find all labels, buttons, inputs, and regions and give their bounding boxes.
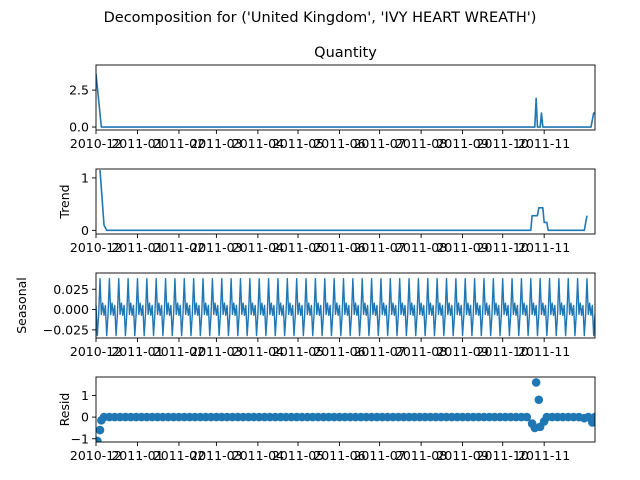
seasonal-y-axis-label: Seasonal [14,277,29,334]
resid-x-tick-label: 2011-08 [395,448,447,463]
resid-plot-area [96,378,595,442]
trend-plot-area [99,169,588,232]
observed-x-tick-label: 2011-05 [272,136,324,151]
resid-point [97,416,106,425]
seasonal-y-tick-label: 0.000 [53,302,89,317]
resid-point [531,378,541,387]
resid-point [534,395,544,405]
observed-y-tick-label: 2.5 [69,83,89,98]
seasonal-x-tick-label: 2011-07 [353,344,405,359]
resid-y-axis-label: Resid [57,393,72,427]
seasonal-x-tick-label: 2011-11 [518,344,570,359]
seasonal-plot-area [96,277,595,337]
trend-x-tick-label: 2011-10 [477,240,529,255]
resid-panel: 2010-122011-012011-022011-032011-042011-… [57,376,596,463]
observed-x-tick-label: 2011-04 [232,136,284,151]
observed-panel: 2010-122011-012011-022011-032011-042011-… [69,45,596,151]
seasonal-x-tick-label: 2011-04 [232,344,284,359]
trend-x-tick-label: 2011-06 [313,240,365,255]
resid-point [96,425,105,435]
resid-x-tick-label: 2011-05 [272,448,324,463]
trend-x-tick-label: 2011-05 [272,240,324,255]
seasonal-axes-frame [95,272,596,339]
observed-x-tick-label: 2010-12 [70,136,122,151]
observed-x-tick-label: 2011-03 [190,136,242,151]
resid-x-tick-label: 2011-03 [190,448,242,463]
trend-axes-frame [95,168,596,235]
seasonal-x-tick-label: 2011-06 [313,344,365,359]
resid-point [522,412,532,422]
resid-x-tick-label: 2011-10 [477,448,529,463]
resid-x-tick-label: 2011-01 [111,448,163,463]
trend-y-tick-label: 1 [81,170,89,185]
trend-x-tick-label: 2011-09 [436,240,488,255]
observed-series-line [96,73,595,128]
observed-x-tick-label: 2011-07 [353,136,405,151]
resid-y-tick-label: 1 [81,388,89,403]
trend-x-tick-label: 2011-02 [153,240,205,255]
resid-y-tick-label: 0 [81,410,89,425]
resid-x-tick-label: 2011-07 [353,448,405,463]
trend-x-tick-label: 2010-12 [70,240,122,255]
resid-x-tick-label: 2011-02 [153,448,205,463]
observed-x-tick-label: 2011-08 [395,136,447,151]
observed-x-tick-label: 2011-02 [153,136,205,151]
observed-y-tick-label: 0.0 [69,120,89,135]
resid-x-tick-label: 2010-12 [70,448,122,463]
seasonal-series-line [96,277,595,337]
resid-axes-frame [95,376,596,443]
trend-x-tick-label: 2011-11 [518,240,570,255]
seasonal-y-tick-label: −0.025 [43,322,89,337]
resid-y-tick-label: −1 [71,431,89,446]
trend-x-tick-label: 2011-03 [190,240,242,255]
observed-x-tick-label: 2011-10 [477,136,529,151]
seasonal-x-tick-label: 2010-12 [70,344,122,359]
observed-axes-frame [95,64,596,131]
resid-point [96,436,102,442]
seasonal-x-tick-label: 2011-09 [436,344,488,359]
seasonal-x-tick-label: 2011-03 [190,344,242,359]
panels: 2010-122011-012011-022011-032011-042011-… [14,45,596,463]
observed-x-tick-label: 2011-09 [436,136,488,151]
figure-suptitle: Decomposition for ('United Kingdom', 'IV… [104,10,537,26]
seasonal-x-tick-label: 2011-10 [477,344,529,359]
seasonal-panel: 2010-122011-012011-022011-032011-042011-… [14,272,596,359]
trend-x-tick-label: 2011-07 [353,240,405,255]
seasonal-y-tick-label: 0.025 [53,282,89,297]
trend-y-axis-label: Trend [57,184,72,219]
observed-axes-title: Quantity [314,45,377,61]
observed-plot-area [96,73,595,128]
trend-x-tick-label: 2011-01 [111,240,163,255]
trend-x-tick-label: 2011-04 [232,240,284,255]
observed-x-tick-label: 2011-01 [111,136,163,151]
seasonal-x-tick-label: 2011-01 [111,344,163,359]
resid-x-tick-label: 2011-09 [436,448,488,463]
seasonal-x-tick-label: 2011-02 [153,344,205,359]
trend-x-tick-label: 2011-08 [395,240,447,255]
resid-x-tick-label: 2011-06 [313,448,365,463]
seasonal-x-tick-label: 2011-08 [395,344,447,359]
trend-panel: 2010-122011-012011-022011-032011-042011-… [57,168,596,255]
trend-series-line [99,169,588,232]
seasonal-x-tick-label: 2011-05 [272,344,324,359]
trend-y-tick-label: 0 [81,223,89,238]
observed-x-tick-label: 2011-06 [313,136,365,151]
resid-point [590,412,595,422]
resid-x-tick-label: 2011-11 [518,448,570,463]
resid-x-tick-label: 2011-04 [232,448,284,463]
observed-x-tick-label: 2011-11 [518,136,570,151]
